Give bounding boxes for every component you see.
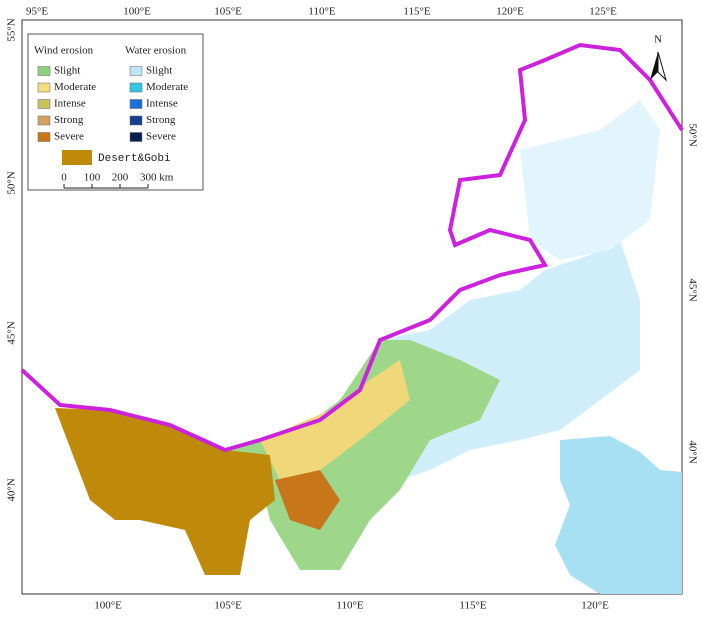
sea [555, 436, 682, 594]
scale-label: 200 [112, 172, 129, 184]
legend-box [27, 33, 204, 191]
legend-label: Slight [54, 65, 80, 77]
longitude-label: 100°E [94, 600, 122, 612]
legend-label: Moderate [54, 81, 96, 93]
latitude-label: 50°N [686, 123, 698, 146]
longitude-label: 105°E [214, 6, 242, 18]
longitude-label: 95°E [26, 6, 48, 18]
longitude-label: 120°E [496, 6, 524, 18]
legend-label: Slight [146, 65, 172, 77]
legend-swatch [37, 115, 51, 126]
legend-label: Strong [54, 114, 84, 126]
legend-label: Strong [146, 114, 176, 126]
latitude-label: 45°N [6, 321, 18, 344]
legend-label: Intense [146, 98, 178, 110]
latitude-label: 40°N [6, 478, 18, 501]
longitude-label: 125°E [589, 6, 617, 18]
legend-label: Desert&Gobi [98, 153, 171, 165]
legend-swatch [129, 132, 143, 142]
legend-swatch [62, 150, 92, 165]
latitude-label: 45°N [686, 278, 698, 301]
wind-erosion-severe [275, 470, 340, 530]
legend-title: Water erosion [125, 45, 187, 57]
longitude-label: 105°E [214, 600, 242, 612]
legend-label: Severe [146, 131, 176, 143]
water-erosion-area-north [520, 100, 660, 260]
latitude-label: 40°N [686, 440, 698, 463]
legend-swatch [37, 82, 51, 93]
legend-label: Severe [54, 131, 84, 143]
wind-erosion-moderate [260, 360, 410, 480]
scale-label: 100 [84, 172, 101, 184]
map-base [20, 42, 684, 594]
scale-label: 300 km [140, 172, 174, 184]
north-arrow: N [650, 34, 668, 82]
longitude-label: 115°E [403, 6, 430, 18]
national-border [20, 42, 684, 453]
legend-swatch [129, 99, 143, 109]
legend-swatch [129, 82, 143, 93]
longitude-label: 115°E [459, 600, 486, 612]
legend-swatch [37, 132, 51, 142]
legend-swatch [129, 66, 143, 76]
longitude-label: 110°E [308, 6, 335, 18]
latitude-label: 55°N [6, 18, 18, 41]
longitude-label: 100°E [123, 6, 151, 18]
longitude-label: 110°E [336, 600, 363, 612]
north-label: N [654, 34, 662, 46]
legend-swatch [129, 115, 143, 126]
legend-swatch [37, 99, 51, 109]
latitude-label: 50°N [6, 171, 18, 194]
longitude-label: 120°E [581, 600, 609, 612]
legend-label: Intense [54, 98, 86, 110]
legend-swatch [37, 66, 51, 76]
scale-label: 0 [61, 172, 67, 184]
legend-title: Wind erosion [34, 45, 94, 57]
legend-label: Moderate [146, 81, 188, 93]
